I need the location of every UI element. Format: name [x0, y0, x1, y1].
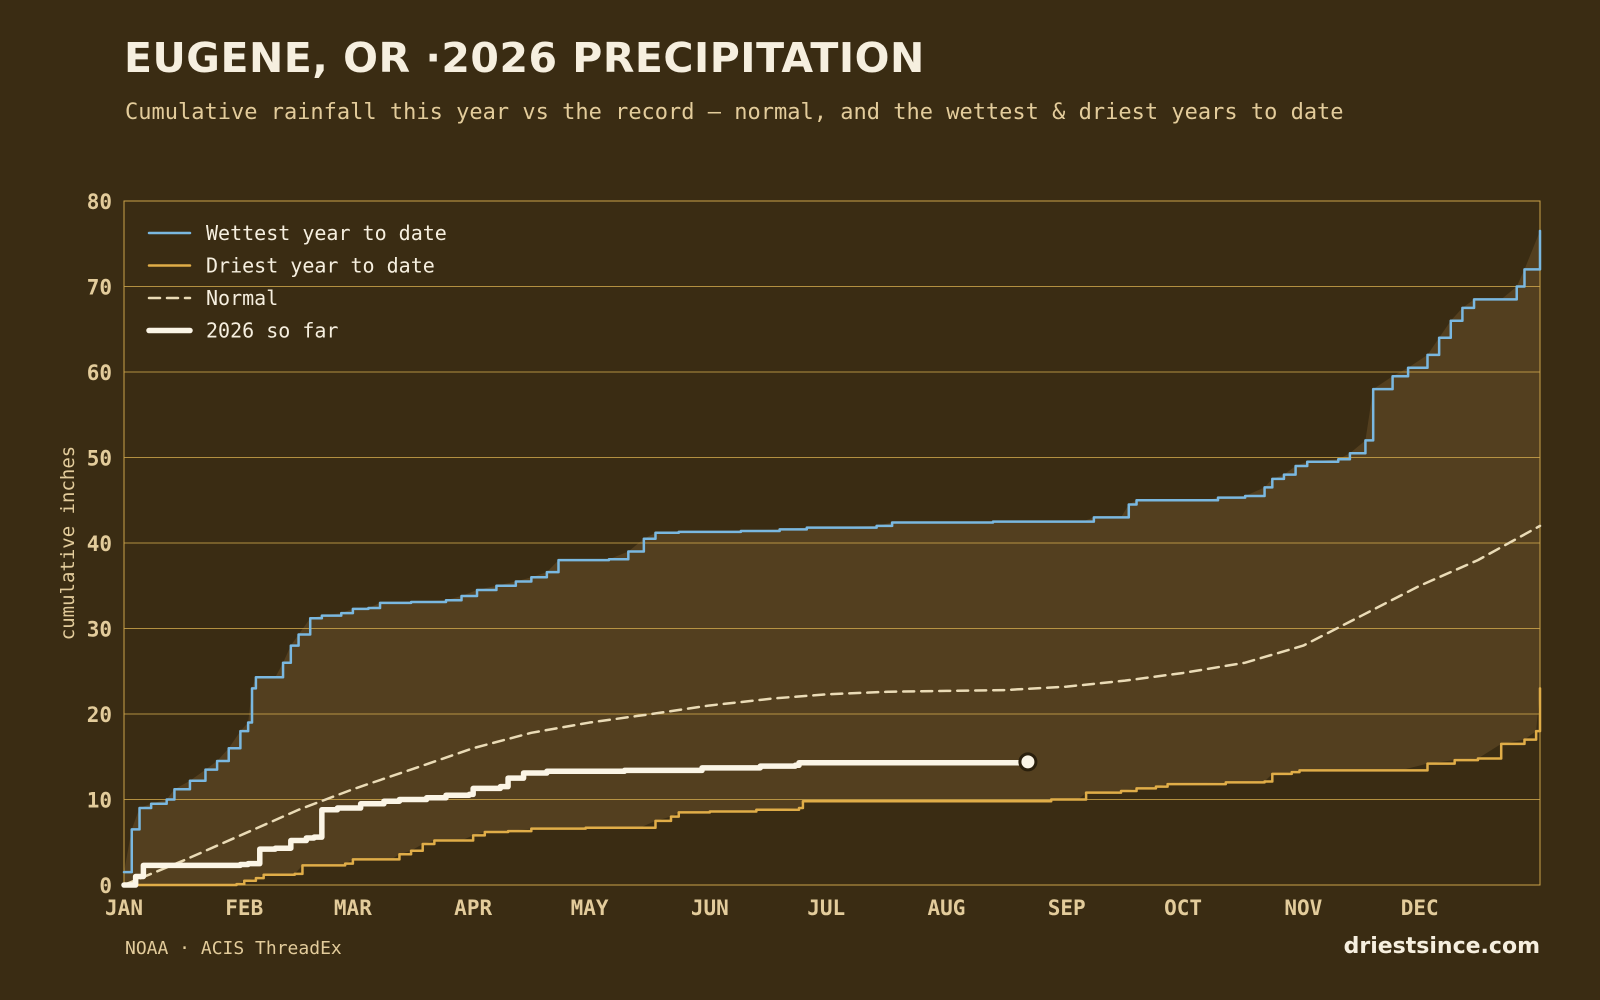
legend-label: Wettest year to date	[206, 221, 447, 245]
legend-label: 2026 so far	[206, 319, 338, 343]
plot-frame	[123, 200, 1541, 886]
y-tick-label: 30	[87, 618, 112, 642]
x-tick-label: FEB	[225, 896, 263, 920]
range-band	[124, 230, 1540, 886]
y-tick-label: 40	[87, 532, 112, 556]
band-layer	[124, 230, 1540, 886]
legend-label: Driest year to date	[206, 254, 435, 278]
y-tick-label: 0	[99, 874, 112, 898]
series-line-wettest-year-to-date	[122, 229, 1542, 874]
source-credit: NOAA · ACIS ThreadEx	[125, 938, 342, 959]
chart-title: EUGENE, OR ·2026 PRECIPITATION	[124, 34, 925, 82]
x-tick-label: APR	[454, 896, 492, 920]
series-layer	[121, 229, 1542, 888]
series-line-driest-year-to-date	[122, 687, 1542, 887]
x-tick-label: JUN	[691, 896, 729, 920]
y-axis-label: cumulative inches	[57, 446, 79, 640]
y-tick-label: 50	[87, 447, 112, 471]
axis-layer: JAN FEB MAR APR MAY JUN JUL AUG SEP OCT NOV DEC cumu…	[57, 446, 1439, 920]
x-tick-label: OCT	[1164, 896, 1202, 920]
legend-label: Normal	[206, 286, 278, 310]
current-day-marker	[1018, 752, 1038, 772]
series-line-2026-so-far	[121, 759, 1031, 888]
y-tick-label: 70	[87, 276, 112, 300]
grid-layer: 0 10 20 30 40 50 60 70 80	[87, 190, 1541, 898]
y-tick-label: 20	[87, 703, 112, 727]
site-link[interactable]: driestsince.com	[1343, 934, 1540, 959]
x-tick-label: SEP	[1048, 896, 1086, 920]
series-line-normal	[122, 524, 1542, 887]
legend: Wettest year to date Driest year to date N…	[146, 221, 447, 343]
x-tick-label: AUG	[927, 896, 965, 920]
x-tick-label: JUL	[807, 896, 845, 920]
y-tick-label: 10	[87, 789, 112, 813]
y-tick-label: 60	[87, 361, 112, 385]
x-tick-label: MAY	[571, 896, 609, 920]
x-tick-label: JAN	[105, 896, 143, 920]
x-tick-label: MAR	[334, 896, 372, 920]
x-tick-label: NOV	[1284, 896, 1322, 920]
chart-subtitle: Cumulative rainfall this year vs the rec…	[125, 100, 1344, 125]
y-tick-label: 80	[87, 190, 112, 214]
x-tick-label: DEC	[1401, 896, 1439, 920]
